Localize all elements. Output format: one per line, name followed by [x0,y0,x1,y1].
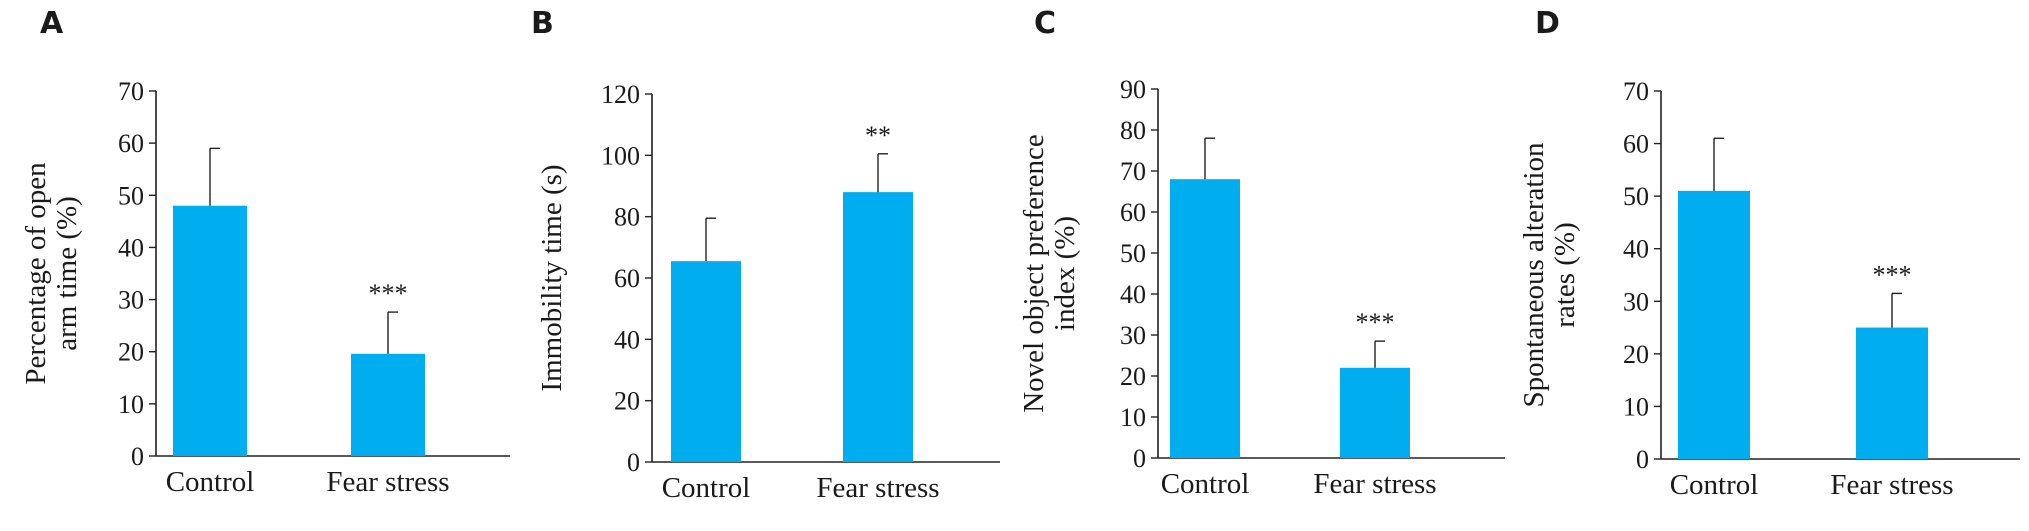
bar [1678,190,1750,459]
bar [173,205,247,456]
panel-label-b: B [531,6,554,41]
bar-chart-d: 0 10 20 30 40 50 60 70 Control *** Fear stress Spon… [1518,77,2020,501]
y-tick-label: 10 [1623,392,1649,421]
y-tick-label: 0 [1133,444,1146,473]
y-tick-label: 20 [118,338,144,367]
y-tick-label: 20 [614,387,640,416]
y-tick-label: 50 [118,181,144,210]
significance-marker: *** [369,279,408,308]
y-tick-label: 40 [614,325,640,354]
y-axis-label: rates (%) [1549,222,1581,327]
y-tick-label: 40 [1120,280,1146,309]
panel-label-d: D [1535,6,1560,41]
y-axis-label: Spontaneous alteration [1520,142,1550,407]
y-axis-label: Novel object preference [1020,134,1050,413]
panel-label-c: C [1034,6,1057,41]
y-tick-label: 40 [1623,235,1649,264]
y-tick-label: 10 [1120,403,1146,432]
category-label: Control [1161,468,1250,500]
y-axis-label: Percentage of open [20,162,52,385]
y-tick-label: 30 [118,286,144,315]
y-tick-label: 0 [1636,445,1649,474]
bar-chart-b: 0 20 40 60 80 100 120 Control ** Fear stress Immob… [536,80,1000,504]
y-axis-label: arm time (%) [51,196,83,351]
y-tick-label: 40 [118,233,144,262]
y-tick-label: 20 [1623,340,1649,369]
y-tick-label: 60 [118,129,144,158]
y-tick-label: 70 [1623,77,1649,106]
y-tick-label: 70 [1120,157,1146,186]
bar [1170,179,1240,458]
category-label: Fear stress [816,472,939,504]
y-tick-label: 70 [118,77,144,106]
bar-chart-a: 0 10 20 30 40 50 60 70 Control *** Fear stress Perc… [20,77,510,498]
bar [351,353,425,456]
y-tick-label: 0 [131,442,144,471]
y-tick-label: 20 [1120,362,1146,391]
category-label: Control [662,472,751,504]
y-tick-label: 50 [1120,239,1146,268]
panel-c: C 0 10 20 30 40 50 60 70 80 90 Control *** Fear stre… [1018,0,1530,531]
bar [843,192,913,462]
bar [671,261,741,462]
panel-a: A 0 10 20 30 40 50 60 70 Control *** Fear stress Pe… [0,0,510,531]
y-tick-label: 30 [1623,287,1649,316]
panel-label-a: A [40,6,64,41]
panel-b: B 0 20 40 60 80 100 120 Control ** Fear stress Imm… [510,0,1020,531]
category-label: Fear stress [1313,468,1436,500]
y-tick-label: 120 [601,80,640,109]
category-label: Fear stress [1830,469,1953,501]
bar [1340,367,1410,458]
y-tick-label: 100 [601,141,640,170]
bar [1856,327,1928,459]
y-tick-label: 60 [614,264,640,293]
significance-marker: *** [1356,308,1395,337]
y-tick-label: 60 [1120,198,1146,227]
category-label: Fear stress [326,466,449,498]
y-axis-label: index (%) [1049,216,1081,331]
significance-marker: *** [1873,260,1912,289]
y-tick-label: 50 [1623,182,1649,211]
category-label: Control [166,466,255,498]
bar-chart-c: 0 10 20 30 40 50 60 70 80 90 Control *** Fear stress… [1018,75,1505,500]
y-axis-label: Immobility time (s) [536,164,568,391]
y-tick-label: 30 [1120,321,1146,350]
category-label: Control [1670,469,1759,501]
y-tick-label: 80 [614,203,640,232]
y-tick-label: 90 [1120,75,1146,104]
y-tick-label: 80 [1120,116,1146,145]
panel-d: D 0 10 20 30 40 50 60 70 Control *** Fear stress Sp… [1518,0,2029,531]
significance-marker: ** [865,121,891,150]
y-tick-label: 10 [118,390,144,419]
y-tick-label: 60 [1623,130,1649,159]
y-tick-label: 0 [627,448,640,477]
